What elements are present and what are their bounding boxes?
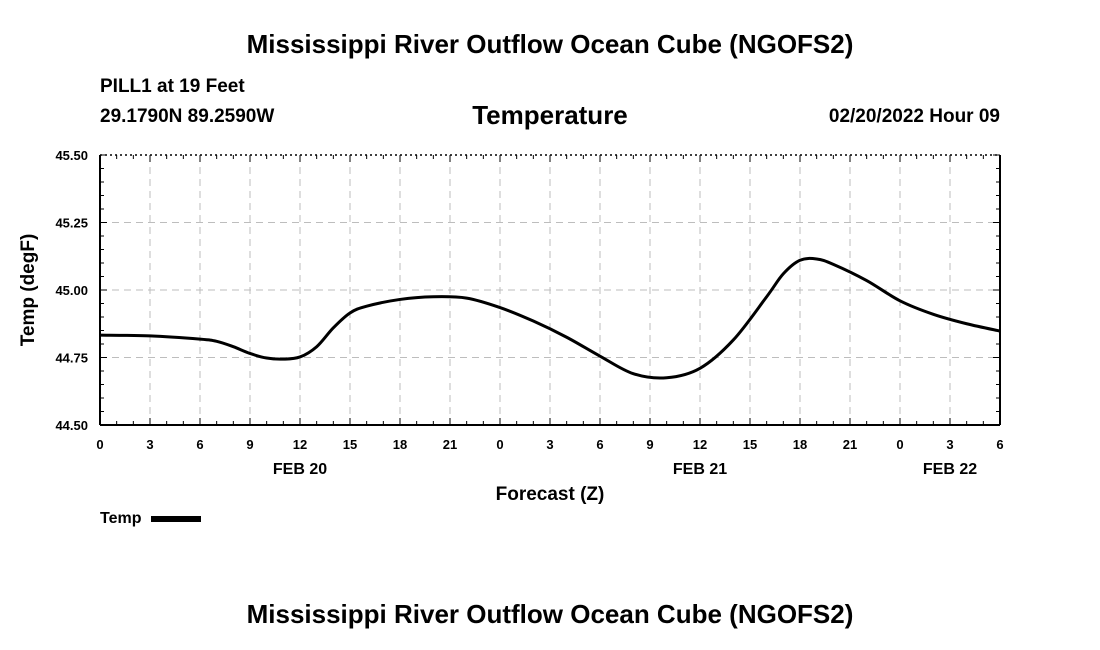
x-tick-label: 6 — [196, 437, 203, 452]
x-tick-label: 15 — [743, 437, 757, 452]
x-tick-label: 0 — [96, 437, 103, 452]
date-label: FEB 22 — [923, 461, 977, 478]
series-line-temp — [99, 256, 1001, 380]
x-tick-label: 3 — [146, 437, 153, 452]
y-tick-label: 44.75 — [55, 351, 88, 366]
x-tick-label: 9 — [246, 437, 253, 452]
date-label: FEB 20 — [273, 461, 327, 478]
footer-title: Mississippi River Outflow Ocean Cube (NG… — [246, 599, 854, 629]
x-tick-label: 6 — [596, 437, 603, 452]
legend: Temp — [100, 510, 202, 528]
axes-layer — [99, 154, 1001, 426]
labels-layer: 0 3 6 9 12 15 18 21 0 3 6 9 12 15 18 21 0 3 6 44.50 44.75 45.… — [55, 148, 1003, 478]
x-tick-label: 18 — [393, 437, 407, 452]
x-tick-label: 12 — [693, 437, 707, 452]
x-tick-label: 15 — [343, 437, 357, 452]
x-tick-label: 0 — [896, 437, 903, 452]
x-tick-label: 21 — [843, 437, 857, 452]
forecast-datetime: 02/20/2022 Hour 09 — [828, 106, 1000, 127]
chart-title: Mississippi River Outflow Ocean Cube (NG… — [246, 29, 854, 59]
coordinates-label: 29.1790N 89.2590W — [100, 106, 275, 127]
station-label: PILL1 at 19 Feet — [100, 76, 245, 97]
grid-layer — [100, 155, 1000, 425]
series-layer — [99, 256, 1001, 380]
x-tick-label: 12 — [293, 437, 307, 452]
y-tick-label: 45.25 — [55, 216, 88, 231]
legend-label: Temp — [100, 510, 142, 527]
y-tick-label: 45.00 — [55, 283, 88, 298]
x-tick-label: 6 — [996, 437, 1003, 452]
x-axis-label: Forecast (Z) — [496, 484, 605, 505]
y-tick-label: 45.50 — [55, 148, 88, 163]
y-axis-label: Temp (degF) — [18, 234, 39, 347]
date-label: FEB 21 — [673, 461, 727, 478]
x-tick-label: 18 — [793, 437, 807, 452]
y-tick-label: 44.50 — [55, 418, 88, 433]
x-tick-label: 3 — [546, 437, 553, 452]
chart-subtitle: Temperature — [472, 100, 628, 130]
x-tick-label: 9 — [646, 437, 653, 452]
x-tick-label: 21 — [443, 437, 457, 452]
legend-line-swatch — [151, 516, 202, 522]
x-tick-label: 0 — [496, 437, 503, 452]
x-tick-label: 3 — [946, 437, 953, 452]
